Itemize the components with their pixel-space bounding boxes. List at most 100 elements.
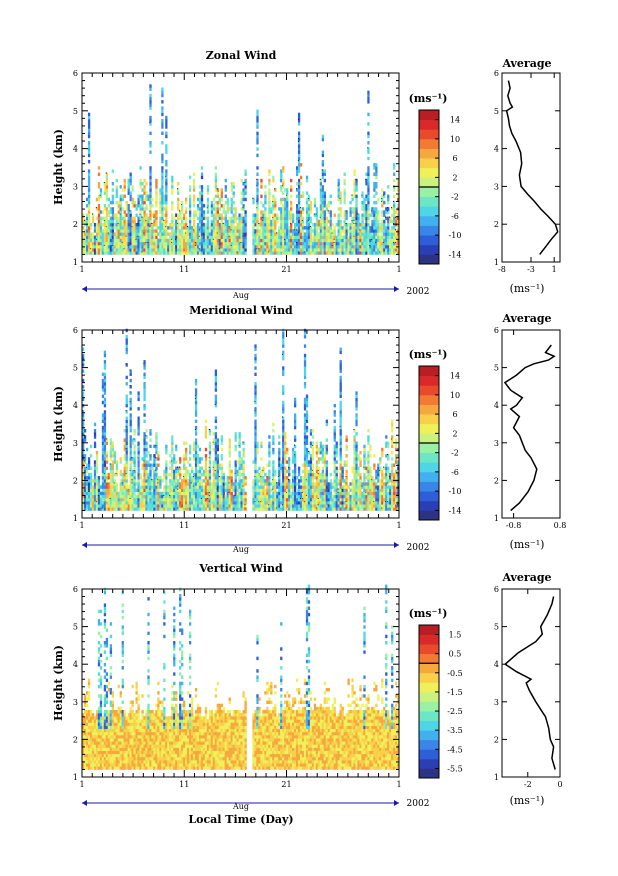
heatmap-cells [82, 328, 400, 511]
plot-frame [81, 72, 400, 263]
average-x-tick-label: 1 [552, 265, 557, 274]
colorbar-label: 2 [452, 173, 457, 182]
average-line [503, 344, 556, 512]
average-y-tick-label: 6 [494, 69, 499, 78]
average-x-tick-label: -8 [498, 265, 506, 274]
average-y-tick-label: 3 [494, 698, 499, 707]
colorbar-swatch [419, 167, 439, 178]
colorbar: 14 10 6 2 -2 -6 -10 -14 [418, 365, 461, 521]
colorbar-frame [418, 624, 440, 779]
colorbar-swatch [419, 749, 439, 760]
year-label: 2002 [407, 543, 430, 553]
colorbar-swatch [419, 768, 439, 779]
colorbar-swatch [419, 471, 439, 482]
colorbar-label: -6 [451, 468, 459, 477]
average-y-tick-label: 5 [494, 364, 499, 373]
average-y-tick-label: 5 [494, 623, 499, 632]
month-arrow-left [82, 800, 87, 806]
colorbar-swatch [419, 158, 439, 169]
colorbar-swatch [419, 206, 439, 217]
colorbar-swatch [419, 644, 439, 655]
year-label: 2002 [407, 287, 430, 297]
colorbar-unit: (ms⁻¹) [409, 607, 448, 620]
month-arrow-left [82, 542, 87, 548]
colorbar-label: 10 [450, 391, 460, 400]
y-tick-label: 6 [73, 326, 78, 335]
y-tick-label: 1 [73, 773, 78, 782]
y-tick-label: 6 [73, 585, 78, 594]
y-tick-label: 4 [73, 660, 78, 669]
y-axis-label: Height (km) [52, 386, 65, 462]
colorbar-label: 6 [452, 410, 457, 419]
plot-frame [81, 329, 400, 519]
average-y-tick-label: 4 [494, 401, 499, 410]
colorbar-swatch [419, 701, 439, 712]
y-tick-label: 2 [73, 735, 78, 744]
x-tick-label: 1 [79, 265, 84, 274]
colorbar-swatch [419, 187, 439, 198]
average-profile: 1 2 3 4 5 6 -8 -3 1 [494, 69, 561, 274]
colorbar-unit: (ms⁻¹) [409, 92, 448, 105]
average-x-tick-label: 0.8 [554, 521, 567, 530]
colorbar-swatch [419, 491, 439, 502]
colorbar-label: 6 [452, 154, 457, 163]
colorbar-swatch [419, 138, 439, 149]
colorbar-swatch [419, 625, 439, 635]
average-xlabel: (ms⁻¹) [510, 794, 545, 807]
colorbar-label: 14 [450, 116, 460, 125]
colorbar-label: -5.5 [447, 764, 462, 773]
heatmap-title: Meridional Wind [189, 304, 293, 317]
colorbar-swatch [419, 452, 439, 463]
average-y-tick-label: 1 [494, 258, 499, 267]
colorbar-swatch [419, 720, 439, 731]
colorbar-label: -1.5 [447, 688, 462, 697]
average-title: Average [501, 312, 551, 325]
colorbar-swatch [419, 433, 439, 444]
average-y-tick-label: 4 [494, 660, 499, 669]
average-y-tick-label: 6 [494, 326, 499, 335]
y-axis-label: Height (km) [52, 645, 65, 721]
average-title: Average [501, 571, 551, 584]
month-arrow-right [394, 542, 399, 548]
average-xlabel: (ms⁻¹) [510, 282, 545, 295]
heatmap-cells [82, 84, 400, 255]
colorbar-swatch [419, 510, 439, 521]
average-y-tick-label: 2 [494, 476, 499, 485]
month-arrow-left [82, 286, 87, 292]
heatmap-title: Vertical Wind [198, 562, 283, 575]
colorbar-swatch [419, 225, 439, 236]
y-tick-label: 2 [73, 220, 78, 229]
colorbar-swatch [419, 404, 439, 415]
colorbar-swatch [419, 663, 439, 674]
heatmap-cells [82, 584, 400, 770]
average-y-tick-label: 3 [494, 182, 499, 191]
colorbar-swatch [419, 414, 439, 425]
colorbar-swatch [419, 711, 439, 722]
year-label: 2002 [407, 799, 430, 809]
average-x-tick-label: -3 [527, 265, 535, 274]
colorbar-swatch [419, 129, 439, 140]
colorbar-swatch [419, 215, 439, 226]
x-tick-label: 21 [281, 265, 291, 274]
x-tick-label: 1 [396, 780, 401, 789]
colorbar: 14 10 6 2 -2 -6 -10 -14 [418, 109, 461, 265]
y-tick-label: 2 [73, 476, 78, 485]
colorbar-swatch [419, 682, 439, 693]
colorbar-label: 14 [450, 372, 460, 381]
colorbar-swatch [419, 235, 439, 246]
colorbar-swatch [419, 394, 439, 405]
colorbar-swatch [419, 254, 439, 265]
y-tick-label: 3 [73, 182, 78, 191]
average-y-tick-label: 3 [494, 439, 499, 448]
colorbar-swatch [419, 177, 439, 188]
heatmap-title: Zonal Wind [206, 49, 277, 62]
month-label: Aug [232, 291, 249, 300]
colorbar-label: 1.5 [449, 631, 462, 640]
